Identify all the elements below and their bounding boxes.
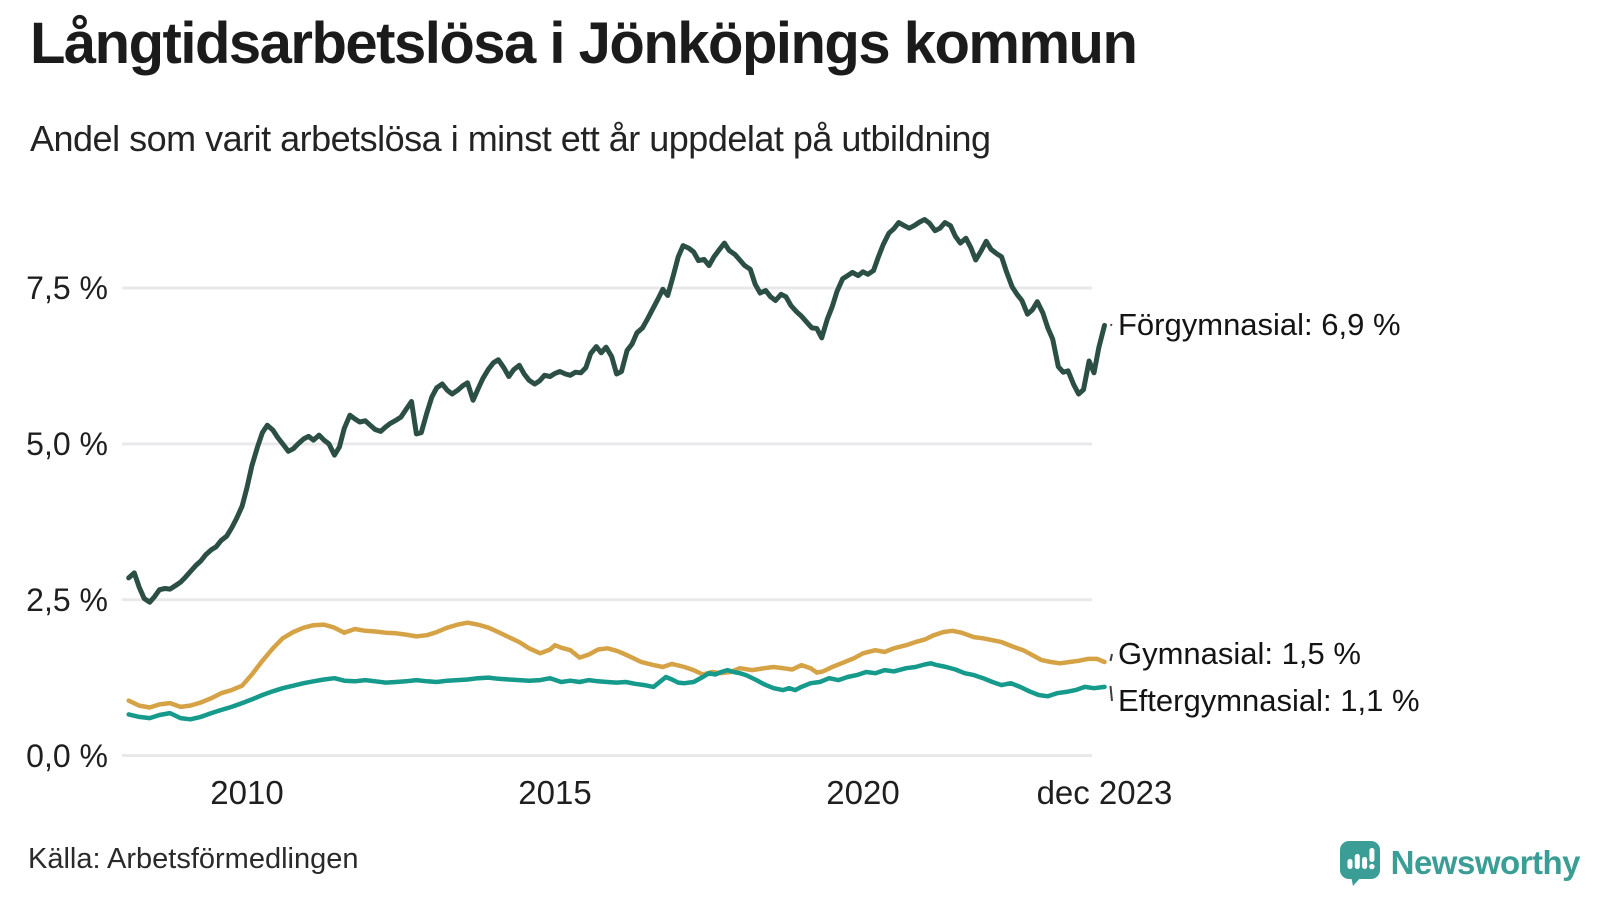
series-label-eftergymnasial: Eftergymnasial: 1,1 % bbox=[1118, 682, 1420, 718]
x-axis-tick-label: dec 2023 bbox=[1036, 774, 1173, 811]
x-axis-tick-label: 2015 bbox=[518, 774, 592, 811]
series-line-gymnasial bbox=[126, 620, 1107, 710]
source-note: Källa: Arbetsförmedlingen bbox=[28, 843, 359, 875]
newsworthy-logo-text: Newsworthy bbox=[1390, 844, 1581, 881]
y-axis-tick-label: 2,5 % bbox=[26, 581, 108, 618]
x-axis-tick-label: 2020 bbox=[826, 774, 900, 811]
series-label-connector bbox=[1109, 685, 1113, 702]
series-label-connector bbox=[1109, 653, 1113, 662]
series-line-eftergymnasial bbox=[126, 661, 1107, 722]
series-label-gymnasial: Gymnasial: 1,5 % bbox=[1118, 636, 1361, 671]
x-axis-tick-label: 2010 bbox=[210, 774, 284, 811]
newsworthy-logo-icon bbox=[1339, 840, 1381, 886]
series-label-connector bbox=[1109, 323, 1113, 327]
chart-subtitle: Andel som varit arbetslösa i minst ett å… bbox=[30, 118, 991, 159]
chart-title: Långtidsarbetslösa i Jönköpings kommun bbox=[30, 11, 1138, 76]
y-axis-tick-label: 7,5 % bbox=[26, 270, 108, 307]
series-label-forgymnasial: Förgymnasial: 6,9 % bbox=[1118, 307, 1401, 343]
y-axis-tick-label: 0,0 % bbox=[26, 737, 108, 774]
newsworthy-logo: Newsworthy bbox=[1339, 840, 1581, 886]
series-line-förgymnasial bbox=[126, 217, 1107, 605]
y-axis-tick-label: 5,0 % bbox=[26, 425, 108, 462]
